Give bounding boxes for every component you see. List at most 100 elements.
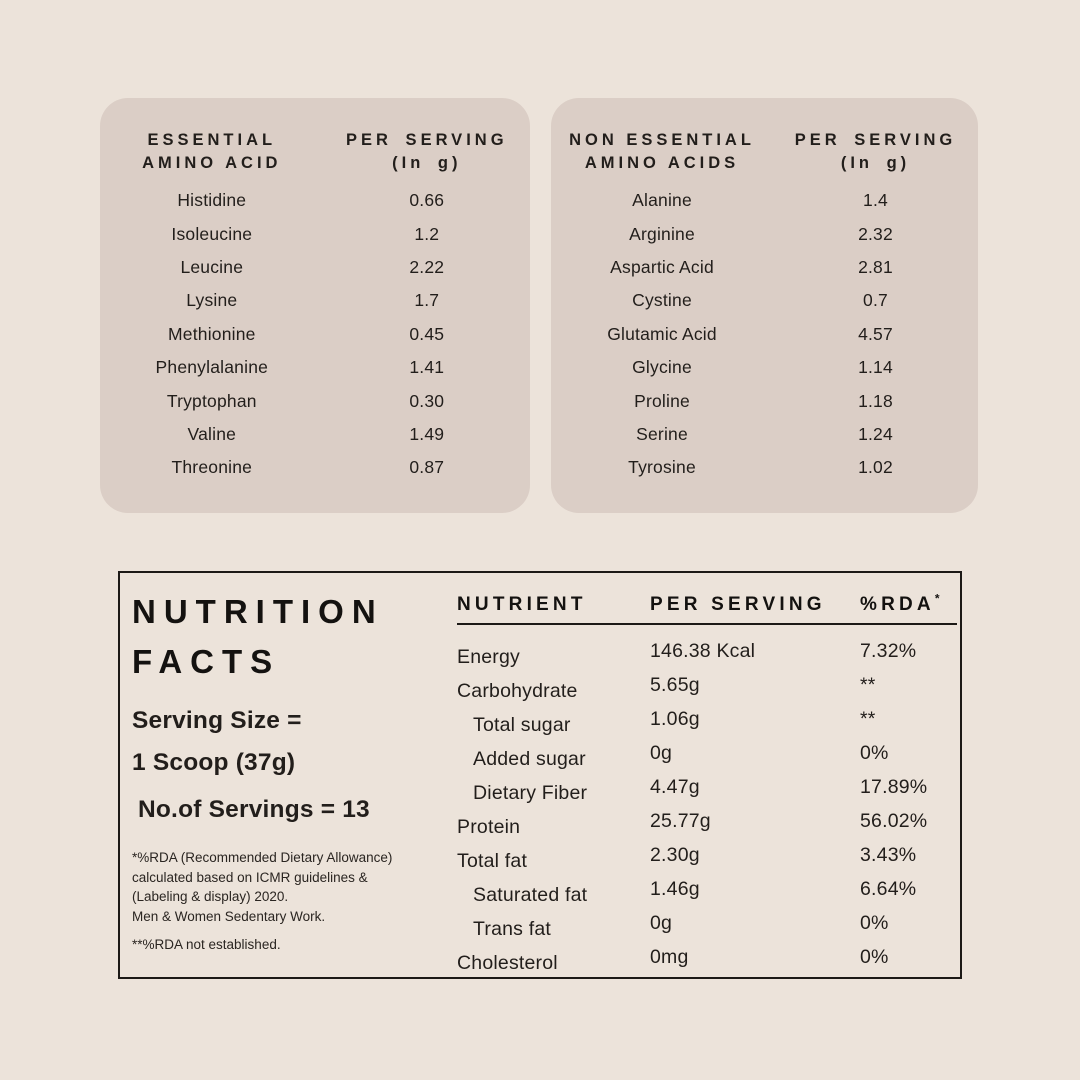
nutrient-name: Total sugar [473,713,571,736]
nutrient-per-serving: 25.77g [650,809,711,832]
amino-name: Phenylalanine [155,357,269,378]
nutrition-facts-panel: NUTRITION FACTS Serving Size = 1 Scoop (… [118,571,962,979]
nutrient-per-serving: 0g [650,911,673,934]
table-row: Total fat 2.30g 3.43% [457,841,957,875]
nutrient-per-serving: 1.46g [650,877,700,900]
serving-size-value: 1 Scoop (37g) [132,749,296,776]
table-row: Aspartic Acid 2.81 [551,251,978,284]
header-divider [457,623,957,625]
table-row: Energy 146.38 Kcal 7.32% [457,637,957,671]
non-essential-amino-acid-card: NON ESSENTIAL AMINO ACIDS PER SERVING (I… [551,98,978,513]
nutrient-name: Protein [457,815,521,838]
nutrient-per-serving: 0mg [650,945,689,968]
table-row: Cholesterol 0mg 0% [457,943,957,977]
amino-name: Glycine [632,357,692,378]
table-row: Histidine 0.66 [100,184,530,217]
header-rda: %RDA* [860,591,957,619]
amino-name: Isoleucine [171,223,253,244]
essential-header-per-serving: PER SERVING (In g) [346,131,508,172]
table-row: Alanine 1.4 [551,184,978,217]
nutrient-name: Carbohydrate [457,679,578,702]
essential-header-title: ESSENTIAL AMINO ACID [142,131,282,172]
amino-name: Histidine [177,190,247,211]
amino-name: Lysine [186,290,238,311]
header-rda-asterisk: * [934,591,940,606]
nutrition-table-header: NUTRIENT PER SERVING %RDA* [457,591,957,619]
amino-value: 1.24 [858,423,893,444]
footnotes: *%RDA (Recommended Dietary Allowance) ca… [132,848,450,955]
amino-name: Aspartic Acid [610,256,714,277]
nutrient-name: Saturated fat [473,883,588,906]
table-row: Cystine 0.7 [551,284,978,317]
table-row: Methionine 0.45 [100,318,530,351]
header-per-serving: PER SERVING [650,594,826,615]
non-essential-header-title: NON ESSENTIAL AMINO ACIDS [569,131,755,172]
serving-size-label: Serving Size = [132,707,302,734]
table-row: Trans fat 0g 0% [457,909,957,943]
amino-value: 0.66 [409,190,445,211]
table-row: Tryptophan 0.30 [100,384,530,417]
amino-value: 0.45 [409,323,445,344]
nutrition-table-body: Energy 146.38 Kcal 7.32% Carbohydrate 5.65g… [457,637,957,977]
nutrient-name: Cholesterol [457,951,558,974]
nutrient-rda: 6.64% [860,877,917,900]
nutrition-facts-title-line2: FACTS [132,643,281,680]
amino-name: Arginine [629,223,695,244]
amino-value: 1.18 [858,390,893,411]
essential-amino-acid-card: ESSENTIAL AMINO ACID PER SERVING (In g) … [100,98,530,513]
table-row: Carbohydrate 5.65g ** [457,671,957,705]
table-row: Protein 25.77g 56.02% [457,807,957,841]
amino-value: 1.02 [858,457,893,478]
table-row: Proline 1.18 [551,384,978,417]
table-row: Valine 1.49 [100,418,530,451]
amino-value: 1.49 [409,423,445,444]
table-row: Lysine 1.7 [100,284,530,317]
nutrient-per-serving: 5.65g [650,673,700,696]
amino-value: 1.7 [414,290,440,311]
table-row: Isoleucine 1.2 [100,217,530,250]
nutrient-rda: 0% [860,741,889,764]
table-row: Phenylalanine 1.41 [100,351,530,384]
table-row: Leucine 2.22 [100,251,530,284]
table-row: Dietary Fiber 4.47g 17.89% [457,773,957,807]
nutrient-rda: 3.43% [860,843,917,866]
nutrient-rda: 0% [860,911,889,934]
amino-name: Threonine [171,457,253,478]
non-essential-card-header: NON ESSENTIAL AMINO ACIDS PER SERVING (I… [551,129,978,175]
nutrition-facts-title: NUTRITION FACTS [132,587,450,687]
table-row: Total sugar 1.06g ** [457,705,957,739]
amino-name: Glutamic Acid [607,323,717,344]
nutrient-per-serving: 2.30g [650,843,700,866]
non-essential-header-per-serving: PER SERVING (In g) [794,131,957,172]
table-row: Glutamic Acid 4.57 [551,318,978,351]
amino-name: Methionine [167,323,256,344]
rda-not-established-footnote: **%RDA not established. [132,937,281,952]
amino-value: 4.57 [858,323,893,344]
amino-name: Tryptophan [166,390,257,411]
amino-value: 0.30 [409,390,445,411]
table-row: Saturated fat 1.46g 6.64% [457,875,957,909]
amino-value: 1.14 [858,357,893,378]
nutrient-rda: 56.02% [860,809,928,832]
amino-value: 0.7 [863,290,888,311]
serving-info: Serving Size = 1 Scoop (37g) No.of Servi… [132,700,450,831]
amino-value: 1.41 [409,357,445,378]
header-nutrient: NUTRIENT [457,594,587,615]
nutrient-name: Energy [457,645,520,668]
nutrient-per-serving: 1.06g [650,707,700,730]
table-row: Arginine 2.32 [551,217,978,250]
rda-footnote-line: *%RDA (Recommended Dietary Allowance) [132,850,393,865]
nutrient-rda: ** [860,673,876,696]
header-rda-text: %RDA [860,594,935,615]
rda-footnote-line: (Labeling & display) 2020. [132,889,289,904]
amino-name: Valine [187,423,237,444]
amino-name: Leucine [180,256,244,277]
amino-value: 0.87 [409,457,445,478]
table-row: Tyrosine 1.02 [551,451,978,484]
nutrient-name: Added sugar [473,747,586,770]
nutrient-rda: 0% [860,945,889,968]
rda-footnote-line: calculated based on ICMR guidelines & [132,869,368,885]
nutrient-name: Dietary Fiber [473,781,588,804]
amino-name: Alanine [632,190,692,211]
amino-name: Tyrosine [628,457,696,478]
